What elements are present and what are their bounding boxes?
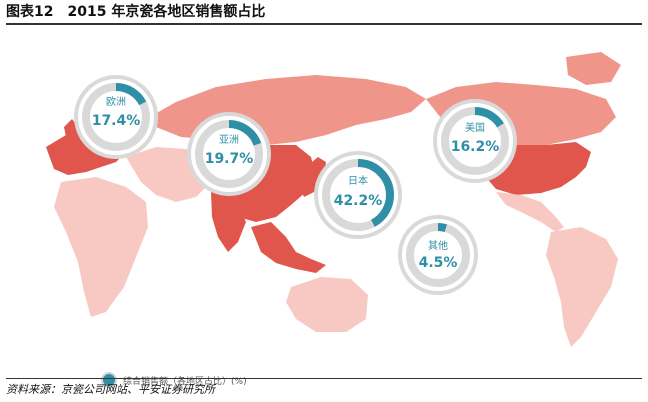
figure-title: 2015 年京瓷各地区销售额占比	[67, 4, 266, 20]
map-russia	[146, 75, 426, 145]
map-south-america	[546, 227, 618, 347]
map-mexico	[496, 192, 564, 232]
map-uk	[64, 119, 78, 139]
world-map-svg: 欧洲 17.4% 亚洲 19.7% 日本 42.2% 美国 16.2%	[46, 52, 621, 347]
bottom-rule	[6, 378, 642, 379]
map-africa	[54, 177, 148, 317]
figure-number: 图表12	[6, 4, 54, 20]
pie-region-japan: 日本	[348, 174, 368, 187]
pie-value-europe: 17.4%	[92, 113, 141, 129]
pie-region-other: 其他	[428, 239, 448, 252]
pie-ring-usa: 美国 16.2%	[433, 99, 517, 183]
pie-ring-asia: 亚洲 19.7%	[187, 112, 271, 196]
legend-label: 综合销售额（各地区占比）(%)	[123, 376, 247, 387]
source-note: 资料来源：京瓷公司网站、平安证券研究所	[6, 383, 215, 396]
world-map-figure: 欧洲 17.4% 亚洲 19.7% 日本 42.2% 美国 16.2%	[6, 27, 642, 388]
pie-slice-other	[406, 223, 470, 287]
map-southeast-asia	[251, 222, 326, 273]
chart-title: 图表12 2015 年京瓷各地区销售额占比	[6, 2, 642, 22]
pie-value-usa: 16.2%	[451, 139, 500, 155]
pie-value-japan: 42.2%	[334, 193, 383, 209]
pie-ring-europe: 欧洲 17.4%	[74, 75, 158, 159]
pie-slice-usa	[441, 107, 509, 175]
legend-swatch	[101, 372, 117, 388]
pie-ring-japan: 日本 42.2%	[314, 151, 402, 239]
chart-legend: 综合销售额（各地区占比）(%)	[101, 370, 247, 390]
pie-value-asia: 19.7%	[205, 151, 254, 167]
pie-ring-other: 其他 4.5%	[398, 215, 478, 295]
map-japan	[300, 157, 326, 197]
pie-region-usa: 美国	[465, 121, 485, 134]
map-greenland	[566, 52, 621, 85]
map-india	[211, 192, 246, 252]
pie-slice-japan	[322, 159, 394, 231]
pie-region-asia: 亚洲	[219, 134, 239, 146]
pie-slice-europe	[82, 83, 150, 151]
pie-value-other: 4.5%	[419, 255, 458, 271]
top-rule	[6, 23, 642, 25]
pie-region-europe: 欧洲	[106, 96, 126, 108]
pie-slice-asia	[195, 120, 263, 188]
map-australia	[286, 277, 368, 332]
